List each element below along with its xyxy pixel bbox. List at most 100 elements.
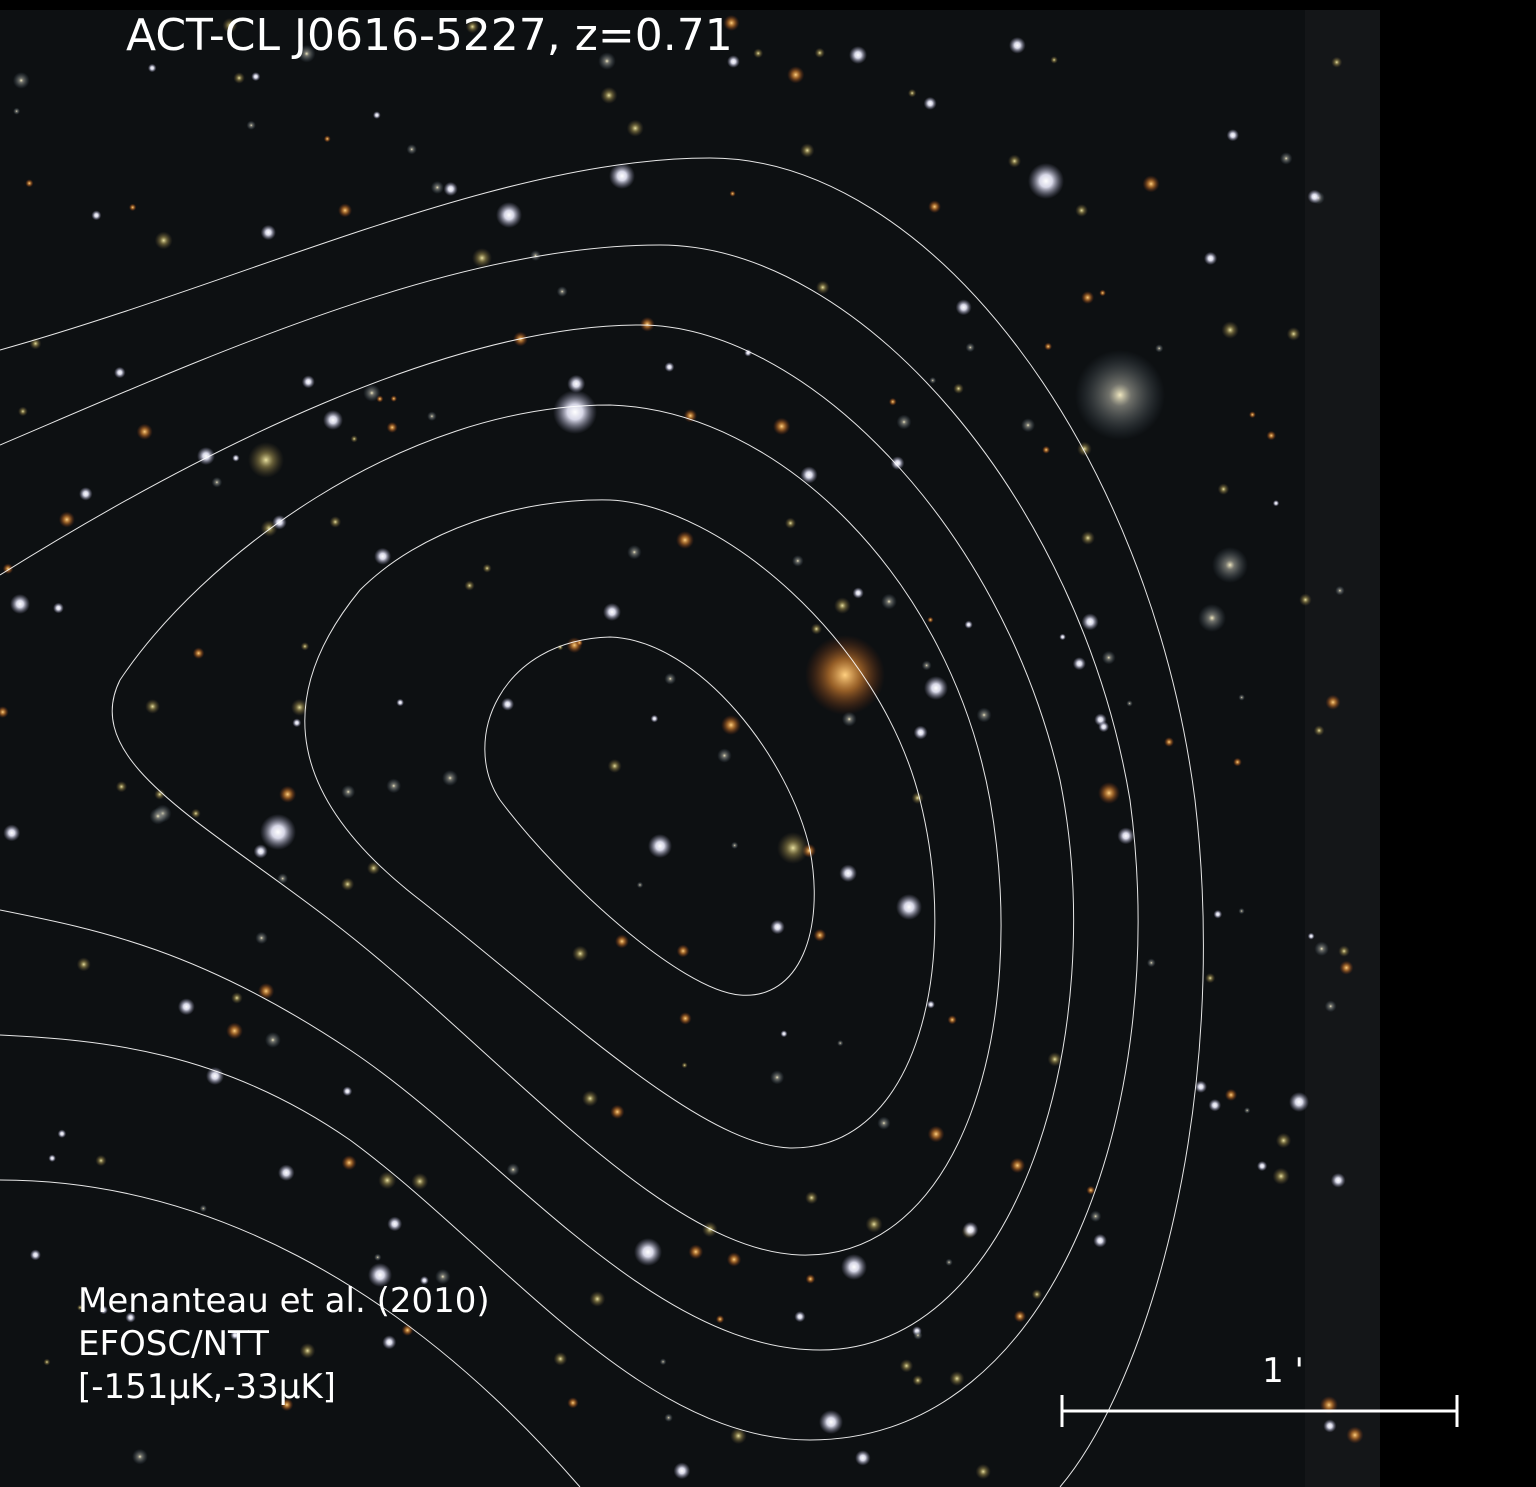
star <box>342 1155 357 1170</box>
star <box>637 882 643 888</box>
star <box>1314 725 1325 736</box>
star <box>1009 37 1026 54</box>
star <box>231 992 243 1004</box>
star <box>1238 908 1244 914</box>
star <box>1233 758 1242 767</box>
star <box>648 834 672 858</box>
star <box>95 1155 106 1166</box>
star <box>770 920 785 935</box>
star <box>721 715 741 735</box>
star <box>816 281 830 295</box>
star <box>387 1217 402 1232</box>
star <box>688 1244 703 1259</box>
star <box>553 390 597 434</box>
star <box>137 424 153 440</box>
star <box>442 770 458 786</box>
star <box>1257 1161 1267 1171</box>
star <box>324 135 331 142</box>
star <box>785 518 796 529</box>
star <box>507 1163 520 1176</box>
image-field <box>0 10 1380 1487</box>
star <box>1325 695 1340 710</box>
star <box>396 699 404 707</box>
star <box>1098 782 1120 804</box>
star <box>1325 1000 1337 1012</box>
star <box>10 594 30 614</box>
star <box>1099 290 1106 297</box>
star <box>1323 1419 1336 1432</box>
star <box>255 932 267 944</box>
star <box>1102 651 1116 665</box>
star <box>501 698 514 711</box>
star <box>116 781 127 792</box>
star <box>247 121 256 130</box>
star <box>1289 1092 1309 1112</box>
star <box>341 785 355 799</box>
star <box>922 660 932 670</box>
title: ACT-CL J0616-5227, z=0.71 <box>126 10 733 61</box>
star <box>819 1410 843 1434</box>
star <box>640 317 655 332</box>
star <box>1117 827 1134 844</box>
star <box>391 395 398 402</box>
star <box>279 786 296 803</box>
star <box>191 809 201 819</box>
credit-line: EFOSC/NTT <box>78 1324 269 1364</box>
star <box>1077 442 1092 457</box>
scale-label: 1 ' <box>1262 1351 1304 1391</box>
star <box>302 375 315 388</box>
star <box>928 200 941 213</box>
star <box>1098 721 1109 732</box>
star <box>929 377 936 384</box>
star <box>251 72 260 81</box>
star <box>363 384 380 401</box>
star <box>197 447 215 465</box>
star <box>1090 1211 1101 1222</box>
star <box>431 181 444 194</box>
star <box>627 120 644 137</box>
star <box>1221 321 1239 339</box>
star <box>610 1105 624 1119</box>
star <box>261 225 276 240</box>
star <box>702 1222 718 1238</box>
star <box>1335 586 1344 595</box>
star <box>589 1291 605 1307</box>
star <box>855 1450 870 1465</box>
star <box>77 957 91 971</box>
star <box>411 1173 428 1190</box>
star <box>773 418 790 435</box>
star <box>853 587 864 598</box>
star <box>200 1205 207 1212</box>
star <box>407 144 417 154</box>
star <box>1238 694 1244 700</box>
star <box>1299 593 1312 606</box>
star <box>975 1464 990 1479</box>
star <box>927 1000 935 1008</box>
star <box>1082 613 1099 630</box>
star <box>1339 961 1353 975</box>
star <box>351 435 358 442</box>
star <box>664 1413 672 1421</box>
star <box>496 202 522 228</box>
star <box>912 1375 923 1386</box>
star <box>1249 411 1256 418</box>
star <box>472 248 492 268</box>
star <box>1338 945 1350 957</box>
star <box>777 832 809 864</box>
star <box>1044 343 1052 351</box>
star <box>815 48 825 58</box>
star <box>897 415 912 430</box>
star <box>913 1331 922 1340</box>
star <box>53 603 64 614</box>
star <box>1142 175 1159 192</box>
star <box>58 1129 67 1138</box>
star <box>1314 942 1328 956</box>
star <box>811 623 822 634</box>
star <box>329 516 341 528</box>
star <box>48 1154 55 1161</box>
star <box>729 191 735 197</box>
star <box>896 894 922 920</box>
star <box>18 407 28 417</box>
star <box>1042 446 1050 454</box>
star <box>323 410 343 430</box>
